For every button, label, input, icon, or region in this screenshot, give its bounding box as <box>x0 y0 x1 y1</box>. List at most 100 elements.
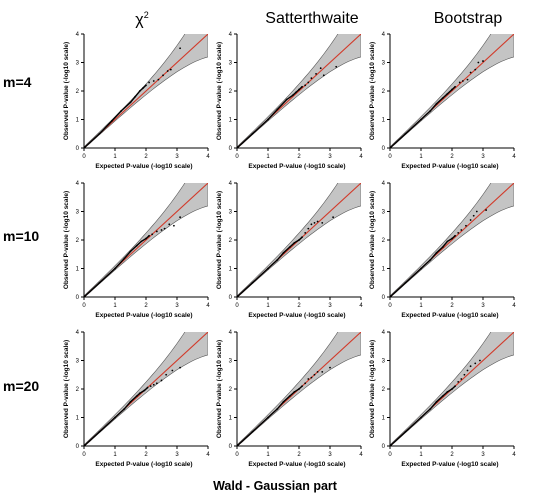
qq-point <box>404 132 407 135</box>
qq-point <box>169 68 172 71</box>
y-tick-label: 3 <box>229 61 233 67</box>
qq-point <box>251 430 254 433</box>
qq-point <box>404 281 407 284</box>
x-axis-title: Expected P-value (-log10 scale) <box>401 312 498 319</box>
row-title-m4: m=4 <box>3 74 32 90</box>
qq-point <box>160 229 163 231</box>
qq-point <box>310 223 313 226</box>
qq-point <box>129 250 132 253</box>
qq-point <box>451 388 453 390</box>
y-tick-label: 2 <box>229 387 233 393</box>
y-tick-label: 2 <box>76 387 80 393</box>
qq-point <box>446 92 449 95</box>
y-tick-label: 3 <box>229 210 233 216</box>
y-tick-label: 3 <box>76 210 80 216</box>
qq-point <box>155 382 158 385</box>
qq-point <box>285 98 288 101</box>
qq-point <box>307 227 310 230</box>
qq-point <box>301 236 303 239</box>
x-tick-label: 4 <box>512 154 516 160</box>
y-tick-label: 2 <box>382 89 386 95</box>
y-tick-label: 3 <box>229 359 233 365</box>
qq-point <box>145 84 147 87</box>
qq-point <box>251 281 254 284</box>
qq-point <box>251 132 254 135</box>
qq-point <box>435 251 438 254</box>
qq-point <box>135 244 138 247</box>
qq-point <box>298 239 300 241</box>
qq-point <box>298 88 300 91</box>
y-tick-label: 1 <box>229 267 233 273</box>
qq-point <box>441 395 444 398</box>
x-tick-label: 0 <box>388 154 392 160</box>
x-tick-label: 0 <box>388 303 392 309</box>
x-tick-label: 3 <box>481 154 485 160</box>
x-tick-label: 1 <box>113 303 117 309</box>
qq-point <box>298 388 300 390</box>
qq-point <box>165 373 168 376</box>
qq-point <box>335 65 338 68</box>
qq-point <box>446 390 449 393</box>
y-tick-label: 2 <box>229 238 233 244</box>
x-tick-label: 2 <box>144 154 148 160</box>
qq-point <box>267 118 269 121</box>
qq-point <box>123 257 126 260</box>
x-tick-label: 0 <box>82 303 86 309</box>
y-axis-title: Observed P-value (-log10 scale) <box>216 340 223 438</box>
y-tick-label: 4 <box>382 181 386 187</box>
qq-point <box>466 369 469 372</box>
x-axis-title: Expected P-value (-log10 scale) <box>95 312 192 319</box>
qq-point <box>315 73 317 75</box>
qq-point <box>166 70 169 72</box>
x-axis-title: Expected P-value (-log10 scale) <box>401 461 498 468</box>
y-tick-label: 3 <box>382 359 386 365</box>
qq-point <box>148 81 151 84</box>
qq-panel: 0 1 2 3 4 0 1 2 3 4 Expected P-value (-log10 scale… <box>216 330 363 468</box>
x-tick-label: 1 <box>419 154 423 160</box>
qq-panel: 0 1 2 3 4 0 1 2 3 4 Expected P-value (-log10 scale… <box>369 181 516 319</box>
qq-point <box>282 400 285 403</box>
y-axis-title: Observed P-value (-log10 scale) <box>369 191 376 289</box>
x-tick-label: 2 <box>297 154 301 160</box>
x-tick-label: 1 <box>113 154 117 160</box>
qq-point <box>441 97 444 100</box>
y-tick-label: 4 <box>382 330 386 336</box>
confidence-band <box>390 34 514 148</box>
qq-point <box>454 234 456 237</box>
qq-point <box>451 88 453 91</box>
qq-point <box>316 220 319 223</box>
x-tick-label: 3 <box>328 154 332 160</box>
qq-panel: 0 1 2 3 4 0 1 2 3 4 Expected P-value (-log10 scale… <box>369 32 516 170</box>
qq-point <box>155 230 158 233</box>
figure-footer: Wald - Gaussian part <box>213 479 337 493</box>
x-tick-label: 0 <box>235 303 239 309</box>
x-tick-label: 4 <box>359 452 363 458</box>
qq-point <box>322 74 325 77</box>
qq-point <box>446 240 449 243</box>
y-tick-label: 1 <box>382 118 386 124</box>
qq-point <box>276 259 279 261</box>
qq-point <box>420 267 422 270</box>
qq-point <box>465 224 467 227</box>
y-tick-label: 2 <box>382 238 386 244</box>
qq-point <box>461 80 464 82</box>
qq-point <box>319 67 322 70</box>
qq-point <box>276 108 279 111</box>
y-tick-label: 4 <box>76 330 80 336</box>
y-tick-label: 4 <box>382 32 386 38</box>
qq-point <box>111 120 113 122</box>
qq-point <box>98 281 101 284</box>
y-tick-label: 3 <box>76 61 80 67</box>
confidence-band <box>237 34 361 148</box>
qq-point <box>143 389 146 392</box>
y-tick-label: 4 <box>229 181 233 187</box>
x-tick-label: 1 <box>266 303 270 309</box>
qq-point <box>301 385 303 388</box>
y-tick-label: 1 <box>76 118 80 124</box>
y-tick-label: 3 <box>382 210 386 216</box>
qq-point <box>435 400 438 403</box>
qq-point <box>114 267 116 270</box>
qq-point <box>98 132 101 135</box>
x-tick-label: 2 <box>297 303 301 309</box>
qq-point <box>310 376 313 379</box>
